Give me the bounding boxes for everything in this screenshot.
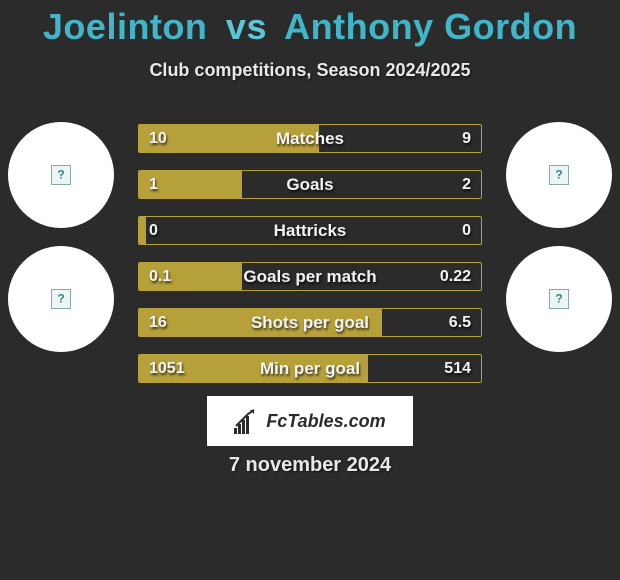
subtitle: Club competitions, Season 2024/2025 <box>0 60 620 81</box>
value-right: 6.5 <box>449 314 471 332</box>
date-label: 7 november 2024 <box>0 454 620 477</box>
comparison-bars: 10 Matches 9 1 Goals 2 0 Hattricks 0 0.1… <box>138 124 482 383</box>
value-right: 2 <box>462 176 471 194</box>
comparison-row: 1051 Min per goal 514 <box>138 354 482 383</box>
vs-label: vs <box>226 6 267 47</box>
right-avatars <box>506 122 612 352</box>
avatar <box>8 246 114 352</box>
value-right: 9 <box>462 130 471 148</box>
metric-label: Hattricks <box>139 221 481 241</box>
avatar <box>506 246 612 352</box>
bar-fill-left <box>139 217 146 244</box>
bar-fill-left <box>139 309 382 336</box>
comparison-row: 16 Shots per goal 6.5 <box>138 308 482 337</box>
image-placeholder-icon <box>51 165 71 185</box>
fctables-logo-icon <box>234 408 260 434</box>
comparison-row: 0 Hattricks 0 <box>138 216 482 245</box>
comparison-row: 10 Matches 9 <box>138 124 482 153</box>
image-placeholder-icon <box>549 165 569 185</box>
bar-fill-left <box>139 263 242 290</box>
comparison-row: 0.1 Goals per match 0.22 <box>138 262 482 291</box>
avatar <box>8 122 114 228</box>
comparison-row: 1 Goals 2 <box>138 170 482 199</box>
image-placeholder-icon <box>51 289 71 309</box>
branding-badge: FcTables.com <box>207 396 413 446</box>
image-placeholder-icon <box>549 289 569 309</box>
value-right: 0 <box>462 222 471 240</box>
player1-name: Joelinton <box>43 6 208 47</box>
avatar <box>506 122 612 228</box>
value-right: 0.22 <box>440 268 471 286</box>
player2-name: Anthony Gordon <box>284 6 577 47</box>
value-left: 0 <box>149 222 158 240</box>
bar-fill-left <box>139 171 242 198</box>
comparison-title: Joelinton vs Anthony Gordon <box>0 0 620 48</box>
branding-text: FcTables.com <box>266 411 385 432</box>
bar-fill-left <box>139 125 319 152</box>
left-avatars <box>8 122 114 352</box>
bar-fill-left <box>139 355 368 382</box>
value-right: 514 <box>444 360 471 378</box>
